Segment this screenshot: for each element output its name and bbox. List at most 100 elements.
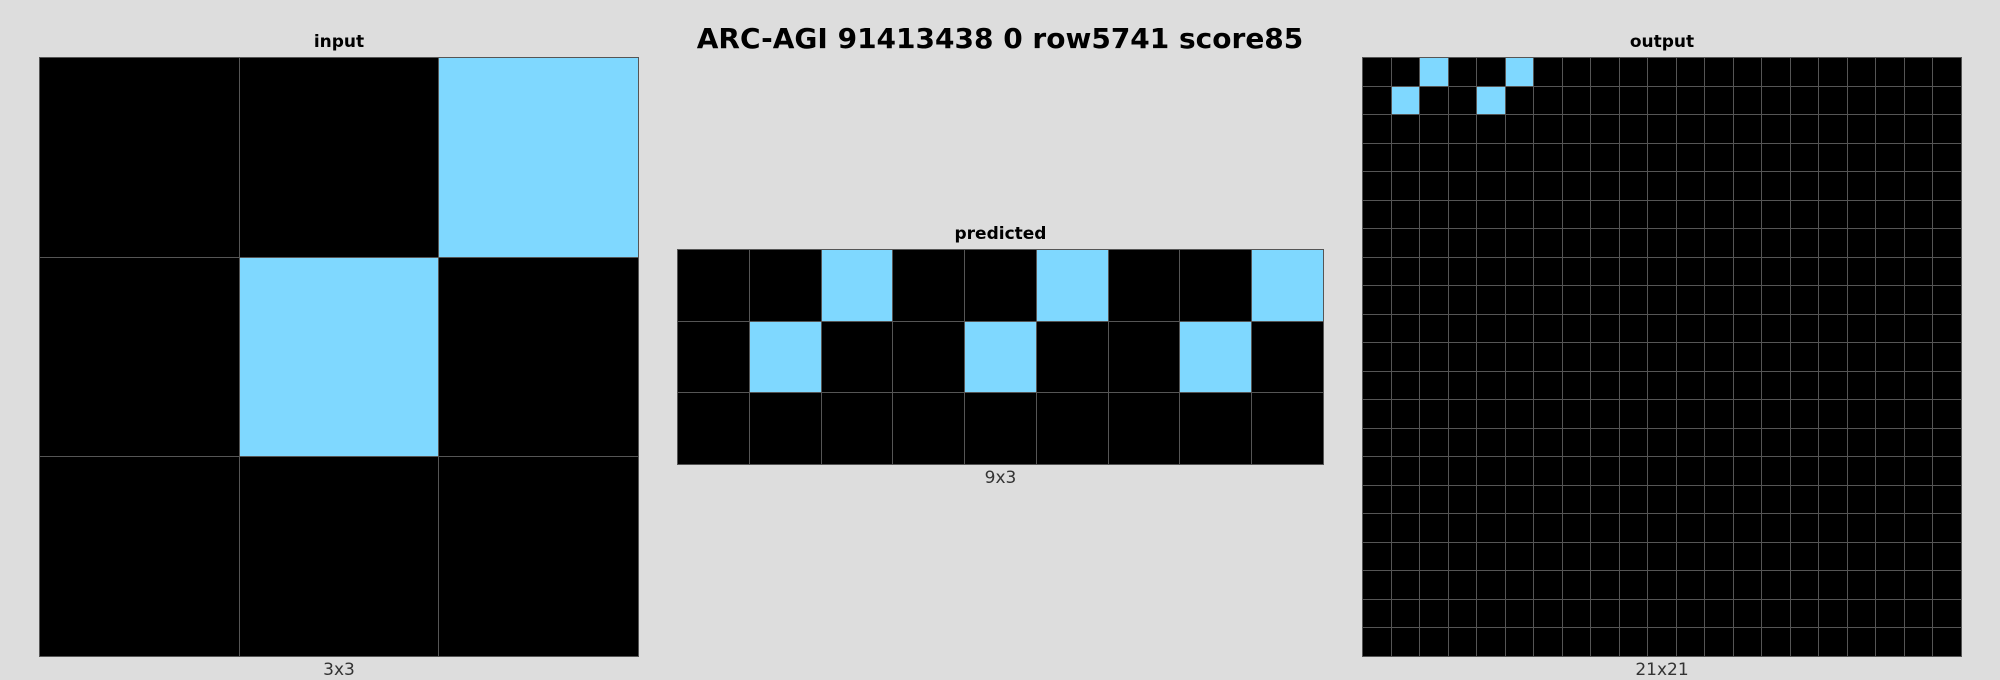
output-cell bbox=[1648, 343, 1676, 371]
output-cell bbox=[1705, 514, 1733, 542]
output-cell bbox=[1676, 229, 1705, 257]
predicted-cell bbox=[749, 393, 821, 464]
output-cell bbox=[1477, 229, 1505, 257]
output-cell bbox=[1705, 400, 1733, 428]
output-cell bbox=[1363, 542, 1391, 571]
output-cell bbox=[1790, 200, 1819, 229]
output-cell bbox=[1448, 58, 1477, 86]
output-cell bbox=[1562, 172, 1591, 200]
output-cell bbox=[1534, 257, 1562, 286]
output-cell bbox=[1363, 400, 1391, 428]
output-cell bbox=[1505, 457, 1534, 485]
output-cell bbox=[1762, 286, 1790, 314]
output-cell bbox=[1591, 457, 1619, 485]
output-cell bbox=[1847, 115, 1876, 143]
output-cell bbox=[1933, 172, 1961, 200]
output-cell bbox=[1762, 628, 1790, 656]
output-cell bbox=[1562, 485, 1591, 514]
output-cell bbox=[1562, 514, 1591, 542]
output-cell bbox=[1676, 628, 1705, 656]
output-cell bbox=[1391, 143, 1420, 172]
output-cell bbox=[1876, 371, 1904, 400]
output-cell bbox=[1904, 286, 1933, 314]
output-cell bbox=[1534, 485, 1562, 514]
output-cell bbox=[1420, 542, 1448, 571]
output-cell bbox=[1420, 172, 1448, 200]
predicted-cell bbox=[1180, 321, 1252, 393]
output-cell bbox=[1705, 86, 1733, 115]
output-cell bbox=[1562, 599, 1591, 628]
output-cell bbox=[1676, 200, 1705, 229]
output-cell bbox=[1847, 58, 1876, 86]
output-cell bbox=[1648, 143, 1676, 172]
output-cell bbox=[1477, 542, 1505, 571]
output-cell bbox=[1477, 457, 1505, 485]
output-cell bbox=[1676, 457, 1705, 485]
output-cell bbox=[1477, 172, 1505, 200]
output-cell bbox=[1562, 58, 1591, 86]
output-cell bbox=[1904, 58, 1933, 86]
output-cell bbox=[1762, 400, 1790, 428]
output-cell bbox=[1619, 485, 1648, 514]
output-cell bbox=[1363, 314, 1391, 343]
output-cell bbox=[1762, 599, 1790, 628]
output-cell bbox=[1505, 428, 1534, 457]
output-cell bbox=[1733, 286, 1762, 314]
output-cell bbox=[1391, 257, 1420, 286]
output-cell bbox=[1448, 485, 1477, 514]
output-cell bbox=[1790, 599, 1819, 628]
output-cell bbox=[1648, 457, 1676, 485]
output-cell bbox=[1648, 115, 1676, 143]
output-cell bbox=[1819, 514, 1847, 542]
output-cell bbox=[1591, 58, 1619, 86]
output-cell bbox=[1790, 400, 1819, 428]
output-cell bbox=[1790, 514, 1819, 542]
output-cell bbox=[1705, 428, 1733, 457]
output-cell bbox=[1477, 257, 1505, 286]
output-cell bbox=[1534, 314, 1562, 343]
output-cell bbox=[1420, 571, 1448, 599]
predicted-cell bbox=[1252, 321, 1323, 393]
output-cell bbox=[1819, 371, 1847, 400]
output-cell bbox=[1876, 86, 1904, 115]
output-cell bbox=[1534, 428, 1562, 457]
output-cell bbox=[1648, 58, 1676, 86]
output-cell bbox=[1477, 143, 1505, 172]
output-cell bbox=[1363, 485, 1391, 514]
output-cell bbox=[1733, 400, 1762, 428]
output-cell bbox=[1477, 428, 1505, 457]
output-cell bbox=[1619, 143, 1648, 172]
output-cell bbox=[1448, 428, 1477, 457]
output-cell bbox=[1448, 457, 1477, 485]
output-cell bbox=[1676, 599, 1705, 628]
output-cell bbox=[1904, 457, 1933, 485]
output-cell bbox=[1505, 599, 1534, 628]
output-cell bbox=[1363, 343, 1391, 371]
output-cell bbox=[1619, 115, 1648, 143]
output-cell bbox=[1477, 286, 1505, 314]
output-cell bbox=[1619, 371, 1648, 400]
output-cell bbox=[1477, 571, 1505, 599]
output-cell bbox=[1762, 542, 1790, 571]
output-cell bbox=[1505, 571, 1534, 599]
output-cell bbox=[1534, 599, 1562, 628]
output-cell bbox=[1420, 229, 1448, 257]
input-cell bbox=[239, 58, 439, 257]
output-cell bbox=[1448, 599, 1477, 628]
output-cell bbox=[1534, 628, 1562, 656]
output-cell bbox=[1619, 400, 1648, 428]
predicted-cell bbox=[1252, 250, 1323, 321]
predicted-panel-title: predicted bbox=[954, 224, 1047, 244]
output-cell bbox=[1477, 200, 1505, 229]
output-cell bbox=[1762, 172, 1790, 200]
output-cell bbox=[1477, 514, 1505, 542]
output-cell bbox=[1562, 314, 1591, 343]
output-cell bbox=[1591, 229, 1619, 257]
output-cell bbox=[1391, 485, 1420, 514]
output-cell bbox=[1819, 343, 1847, 371]
output-cell bbox=[1420, 428, 1448, 457]
output-cell bbox=[1591, 400, 1619, 428]
output-cell bbox=[1391, 428, 1420, 457]
output-cell bbox=[1562, 115, 1591, 143]
output-cell bbox=[1420, 115, 1448, 143]
